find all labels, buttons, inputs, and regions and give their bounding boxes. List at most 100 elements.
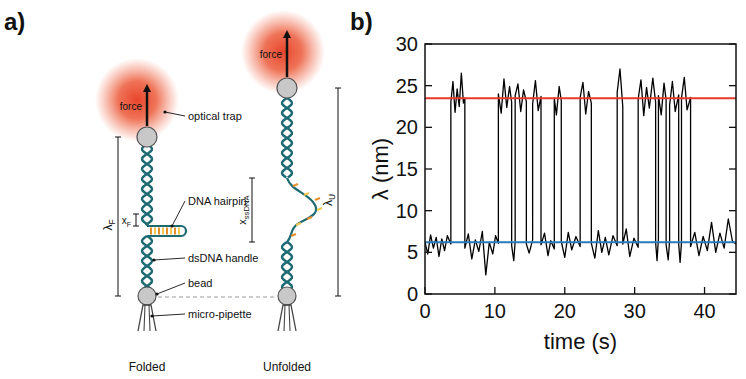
y-tick bbox=[729, 168, 736, 169]
y-tick bbox=[425, 210, 432, 211]
callout-dot bbox=[163, 110, 166, 113]
state-label: Folded bbox=[129, 360, 166, 374]
y-tick bbox=[729, 85, 736, 86]
y-tick-label: 25 bbox=[396, 75, 418, 97]
x-tick-label: 30 bbox=[624, 300, 646, 322]
base-pair bbox=[166, 228, 168, 235]
callout-dot bbox=[150, 314, 153, 317]
base-pair bbox=[154, 228, 156, 235]
distance-label: λU bbox=[321, 194, 337, 206]
force-arrow bbox=[286, 34, 289, 77]
bead bbox=[278, 287, 296, 305]
dsdna-strand bbox=[282, 98, 292, 178]
base-pair bbox=[162, 228, 164, 235]
x-tick bbox=[634, 287, 635, 294]
subscript: ssDNA bbox=[242, 194, 251, 219]
dsdna-strand bbox=[142, 144, 152, 225]
callout-line bbox=[172, 201, 185, 226]
baseline bbox=[158, 297, 277, 298]
x-tick-label: 0 bbox=[419, 300, 430, 322]
base-pair bbox=[158, 228, 160, 235]
force-arrow bbox=[146, 88, 149, 126]
y-tick-label: 30 bbox=[396, 33, 418, 55]
y-tick bbox=[729, 293, 736, 294]
bead bbox=[138, 287, 156, 305]
callout-dot bbox=[152, 258, 155, 261]
x-tick-label: 40 bbox=[693, 300, 715, 322]
callout-label: dsDNA handle bbox=[188, 252, 258, 264]
callout-dot bbox=[155, 292, 158, 295]
micro-pipette bbox=[278, 305, 296, 331]
y-tick bbox=[729, 210, 736, 211]
base-pair bbox=[170, 228, 172, 235]
callout-label: bead bbox=[188, 277, 212, 289]
distance-bracket bbox=[133, 214, 139, 226]
panel-label: b) bbox=[350, 8, 373, 35]
y-tick bbox=[729, 252, 736, 253]
y-tick bbox=[729, 43, 736, 44]
y-tick bbox=[425, 252, 432, 253]
ssdna-base bbox=[315, 198, 320, 200]
x-tick bbox=[564, 287, 565, 294]
dsdna-strand bbox=[282, 242, 292, 290]
y-tick-label: 15 bbox=[396, 158, 418, 180]
distance-label: xssDNA bbox=[236, 194, 251, 224]
callout-line bbox=[157, 283, 185, 294]
callout-line bbox=[165, 112, 185, 116]
ssdna-base bbox=[296, 223, 301, 225]
optical-trap bbox=[95, 58, 179, 142]
y-tick bbox=[729, 127, 736, 128]
y-tick bbox=[425, 127, 432, 128]
micro-pipette bbox=[284, 305, 290, 331]
ssdna bbox=[287, 178, 316, 242]
y-tick-label: 10 bbox=[396, 200, 418, 222]
y-tick bbox=[425, 293, 432, 294]
distance-label: λF bbox=[101, 219, 117, 230]
distance-label: xF bbox=[122, 215, 131, 228]
distance-bracket bbox=[335, 88, 341, 296]
panel-label: a) bbox=[4, 8, 25, 35]
dsdna-strand bbox=[142, 144, 152, 225]
dsdna-strand bbox=[282, 98, 292, 178]
y-tick-label: 0 bbox=[407, 283, 418, 305]
micro-pipette bbox=[144, 305, 150, 331]
base-pair bbox=[174, 228, 176, 235]
force-label: force bbox=[120, 101, 143, 112]
x-tick-label: 10 bbox=[484, 300, 506, 322]
callout-line bbox=[152, 314, 185, 316]
y-tick-label: 20 bbox=[396, 116, 418, 138]
state-label: Unfolded bbox=[263, 360, 311, 374]
dna-hairpin bbox=[147, 226, 186, 236]
y-tick bbox=[425, 168, 432, 169]
x-tick bbox=[424, 287, 425, 294]
base-pair bbox=[178, 228, 180, 235]
subscript: F bbox=[127, 221, 131, 228]
y-axis-title: λ (nm) bbox=[368, 138, 393, 200]
force-label: force bbox=[260, 49, 283, 60]
plot-frame bbox=[425, 44, 736, 294]
x-axis-title: time (s) bbox=[544, 329, 617, 354]
ssdna-base bbox=[304, 193, 309, 195]
panel-b: b)051015202530010203040time (s)λ (nm) bbox=[350, 8, 736, 354]
y-tick bbox=[425, 43, 432, 44]
subscript: U bbox=[327, 194, 337, 200]
x-tick bbox=[704, 287, 705, 294]
distance-bracket bbox=[115, 137, 121, 296]
base-pair bbox=[150, 228, 152, 235]
ssdna-base bbox=[317, 208, 322, 210]
x-tick-label: 20 bbox=[554, 300, 576, 322]
callout-label: micro-pipette bbox=[188, 308, 252, 320]
callout-label: DNA hairpin bbox=[188, 195, 247, 207]
bead bbox=[137, 127, 157, 147]
callout-dot bbox=[170, 224, 173, 227]
subscript: F bbox=[107, 219, 117, 224]
ssdna-base bbox=[293, 184, 298, 186]
ssdna-base bbox=[291, 234, 296, 236]
bead bbox=[277, 78, 297, 98]
x-tick bbox=[494, 287, 495, 294]
dsdna-strand bbox=[142, 236, 152, 290]
y-tick bbox=[425, 85, 432, 86]
panel-a: a)forceλFxFoptical trapDNA hairpindsDNA … bbox=[4, 8, 341, 374]
figure: a)forceλFxFoptical trapDNA hairpindsDNA … bbox=[0, 0, 746, 379]
dsdna-strand bbox=[142, 236, 152, 290]
